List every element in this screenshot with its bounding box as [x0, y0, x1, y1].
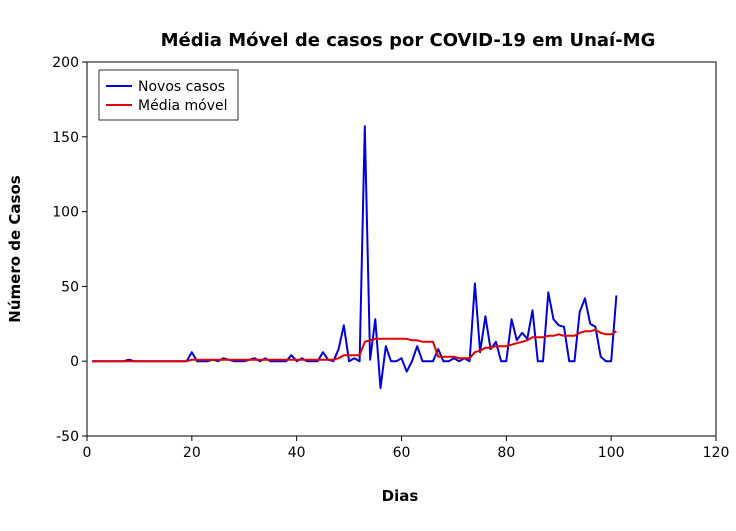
x-tick-label: 120: [703, 445, 730, 461]
legend-label-media-movel: Média móvel: [138, 98, 228, 114]
chart-title: Média Móvel de casos por COVID-19 em Una…: [161, 30, 656, 51]
x-tick-label: 60: [393, 445, 411, 461]
x-tick-label: 40: [288, 445, 306, 461]
series-lines: [92, 125, 618, 390]
y-tick-label: 0: [70, 354, 79, 370]
x-tick-label: 80: [497, 445, 515, 461]
y-tick-label: -50: [56, 429, 79, 445]
y-tick-label: 50: [61, 279, 79, 295]
legend: Novos casos Média móvel: [98, 69, 239, 121]
legend-label-novos-casos: Novos casos: [138, 79, 225, 95]
x-tick-label: 20: [183, 445, 201, 461]
y-axis-label: Número de Casos: [6, 175, 24, 322]
x-tick-label: 0: [83, 445, 92, 461]
y-tick-label: 150: [52, 130, 79, 146]
x-axis-label: Dias: [382, 487, 419, 505]
x-tick-label: 100: [598, 445, 625, 461]
y-tick-label: 100: [52, 205, 79, 221]
series-line-novos-casos: [92, 125, 618, 390]
y-tick-label: 200: [52, 55, 79, 71]
series-line-media-movel: [92, 328, 617, 363]
legend-box: [98, 69, 239, 121]
